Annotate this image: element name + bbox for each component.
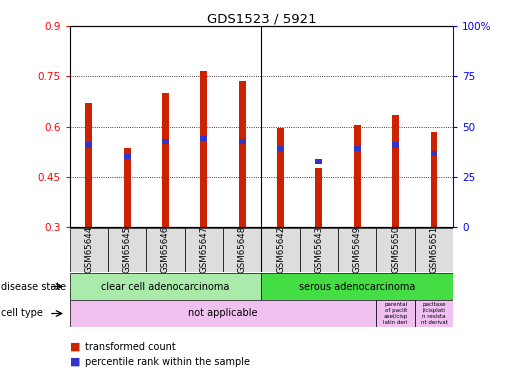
- FancyBboxPatch shape: [338, 228, 376, 272]
- Text: disease state: disease state: [1, 282, 66, 291]
- Text: serous adenocarcinoma: serous adenocarcinoma: [299, 282, 416, 291]
- Bar: [200, 71, 207, 227]
- Bar: [85, 103, 92, 227]
- Text: not applicable: not applicable: [188, 309, 258, 318]
- Text: parental
of paclit
axel/cisp
latin deri: parental of paclit axel/cisp latin deri: [383, 302, 408, 325]
- Text: GSM65644: GSM65644: [84, 226, 93, 273]
- Text: cell type: cell type: [1, 309, 43, 318]
- Text: GSM65651: GSM65651: [430, 226, 438, 273]
- FancyBboxPatch shape: [261, 228, 300, 272]
- Text: GSM65645: GSM65645: [123, 226, 131, 273]
- Text: GSM65648: GSM65648: [238, 226, 247, 273]
- Text: GSM65646: GSM65646: [161, 226, 170, 273]
- Bar: [239, 81, 246, 227]
- Bar: [124, 148, 130, 227]
- Text: ■: ■: [70, 357, 80, 367]
- Text: GSM65647: GSM65647: [199, 226, 208, 273]
- Bar: [85, 142, 92, 148]
- FancyBboxPatch shape: [415, 300, 453, 327]
- Text: percentile rank within the sample: percentile rank within the sample: [85, 357, 250, 367]
- FancyBboxPatch shape: [300, 228, 338, 272]
- Bar: [124, 154, 130, 159]
- Bar: [392, 142, 399, 148]
- FancyBboxPatch shape: [146, 228, 184, 272]
- FancyBboxPatch shape: [70, 300, 376, 327]
- Bar: [162, 93, 169, 227]
- Bar: [277, 146, 284, 151]
- FancyBboxPatch shape: [184, 228, 223, 272]
- Bar: [162, 139, 169, 144]
- Text: transformed count: transformed count: [85, 342, 176, 352]
- Title: GDS1523 / 5921: GDS1523 / 5921: [207, 12, 316, 25]
- FancyBboxPatch shape: [70, 228, 108, 272]
- Bar: [316, 168, 322, 227]
- Bar: [431, 151, 437, 156]
- Text: GSM65649: GSM65649: [353, 226, 362, 273]
- Bar: [431, 132, 437, 227]
- FancyBboxPatch shape: [376, 300, 415, 327]
- Bar: [354, 146, 360, 151]
- Bar: [277, 128, 284, 227]
- Text: clear cell adenocarcinoma: clear cell adenocarcinoma: [101, 282, 230, 291]
- Text: GSM65643: GSM65643: [315, 226, 323, 273]
- Text: GSM65642: GSM65642: [276, 226, 285, 273]
- Bar: [392, 115, 399, 227]
- FancyBboxPatch shape: [376, 228, 415, 272]
- Text: ■: ■: [70, 342, 80, 352]
- Text: pacltaxe
l/cisplati
n resista
nt derivat: pacltaxe l/cisplati n resista nt derivat: [421, 302, 448, 325]
- FancyBboxPatch shape: [108, 228, 146, 272]
- FancyBboxPatch shape: [223, 228, 261, 272]
- Bar: [200, 136, 207, 141]
- FancyBboxPatch shape: [415, 228, 453, 272]
- FancyBboxPatch shape: [261, 273, 453, 300]
- Bar: [316, 159, 322, 164]
- Text: GSM65650: GSM65650: [391, 226, 400, 273]
- Bar: [354, 125, 360, 227]
- FancyBboxPatch shape: [70, 273, 261, 300]
- Bar: [239, 139, 246, 144]
